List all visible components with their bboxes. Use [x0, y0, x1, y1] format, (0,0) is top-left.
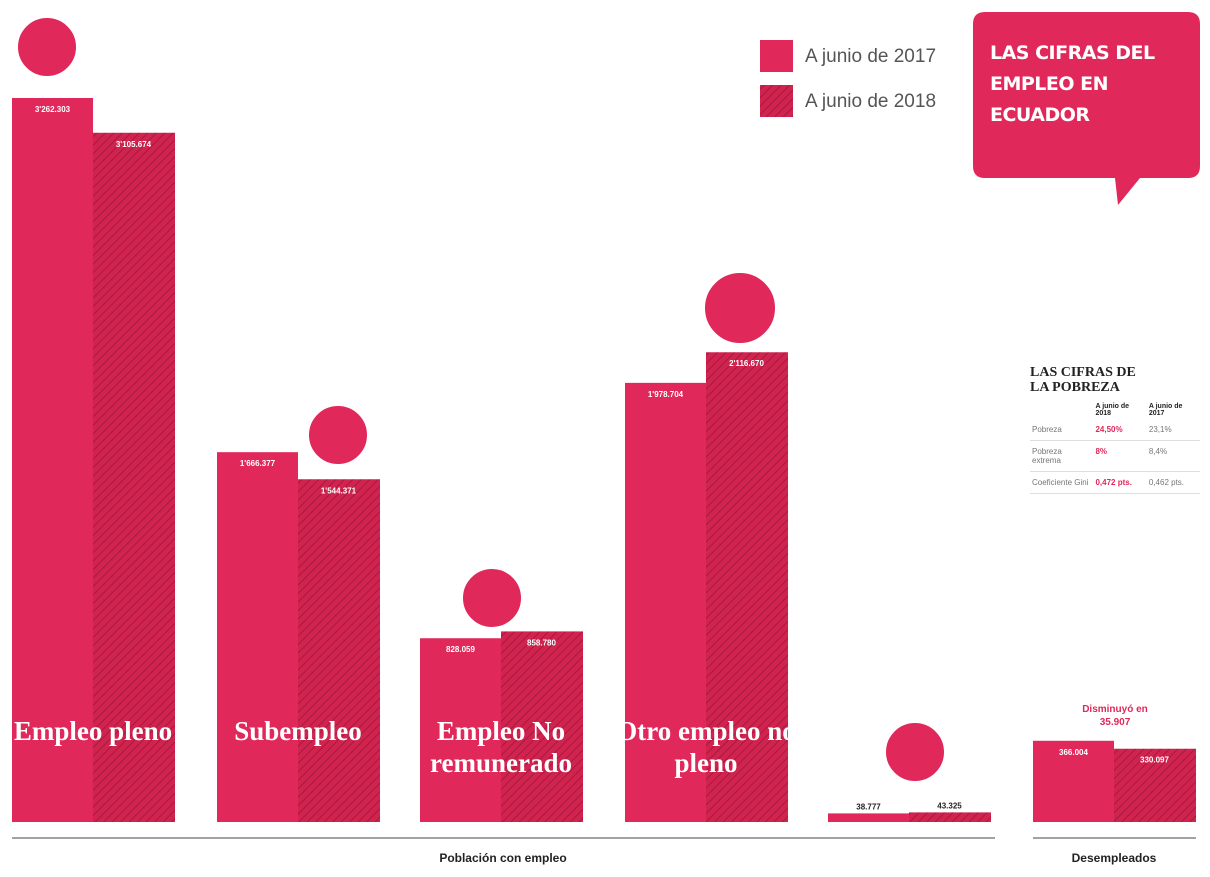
value-label: 1'544.371 — [321, 486, 357, 495]
cell: Pobreza — [1030, 419, 1094, 441]
bar — [625, 382, 706, 822]
value-label: 3'262.303 — [35, 105, 71, 114]
cell: Pobreza extrema — [1030, 440, 1094, 472]
cell: 0,472 pts. — [1093, 471, 1147, 494]
cell: 8% — [1093, 440, 1147, 472]
cell: Coeficiente Gini — [1030, 471, 1094, 494]
poverty-table: LAS CIFRAS DE LA POBREZA A junio de 2018… — [1030, 365, 1200, 494]
category-label: Empleo pleno — [13, 716, 173, 746]
value-label: 1'978.704 — [648, 390, 684, 399]
bar — [298, 479, 380, 822]
bar — [1033, 740, 1114, 822]
bar — [1114, 748, 1196, 822]
annotation: Disminuyó en 35.907 — [1082, 704, 1148, 728]
bar — [706, 352, 788, 822]
value-label: 828.059 — [446, 645, 475, 654]
cell: 24,50% — [1093, 419, 1147, 441]
bar — [909, 812, 991, 822]
value-label: 2'116.670 — [729, 359, 764, 368]
cell: 8,4% — [1146, 440, 1200, 472]
value-label: 3'105.674 — [116, 140, 152, 149]
legend-label: A junio de 2017 — [805, 46, 936, 67]
value-label: 38.777 — [856, 802, 881, 811]
category-label: Subempleo — [234, 716, 362, 746]
value-label: 1'666.377 — [240, 459, 276, 468]
category-label: Otro empleo no pleno — [616, 716, 796, 778]
bar — [501, 631, 583, 822]
value-label: 858.780 — [527, 638, 556, 647]
col-header: A junio de 2018 — [1095, 403, 1130, 417]
bar — [93, 132, 175, 823]
cell: 23,1% — [1146, 419, 1200, 441]
chart-title: LAS CIFRAS DEL EMPLEO EN ECUADOR — [990, 42, 1155, 126]
value-label: 330.097 — [1140, 756, 1169, 765]
col-header: A junio de 2017 — [1148, 403, 1183, 417]
category-label: Empleo No remunerado — [430, 716, 572, 778]
legend-swatch — [760, 85, 793, 117]
bar — [828, 813, 909, 822]
decor-circles — [16, 16, 946, 783]
legend-label: A junio de 2018 — [805, 91, 936, 112]
bar — [217, 452, 298, 822]
table: A junio de 2018 A junio de 2017 Pobreza 24… — [1030, 401, 1200, 494]
title-box — [973, 12, 1200, 205]
legend-swatch — [760, 40, 793, 72]
poverty-title: LAS CIFRAS DE LA POBREZA — [1030, 365, 1136, 395]
group-label: Población con empleo — [439, 851, 566, 865]
bar — [420, 638, 501, 822]
value-label: 366.004 — [1059, 748, 1088, 757]
value-label: 43.325 — [937, 801, 962, 810]
cell: 0,462 pts. — [1146, 471, 1200, 494]
group-label: Desempleados — [1072, 851, 1157, 865]
bar — [12, 98, 93, 822]
